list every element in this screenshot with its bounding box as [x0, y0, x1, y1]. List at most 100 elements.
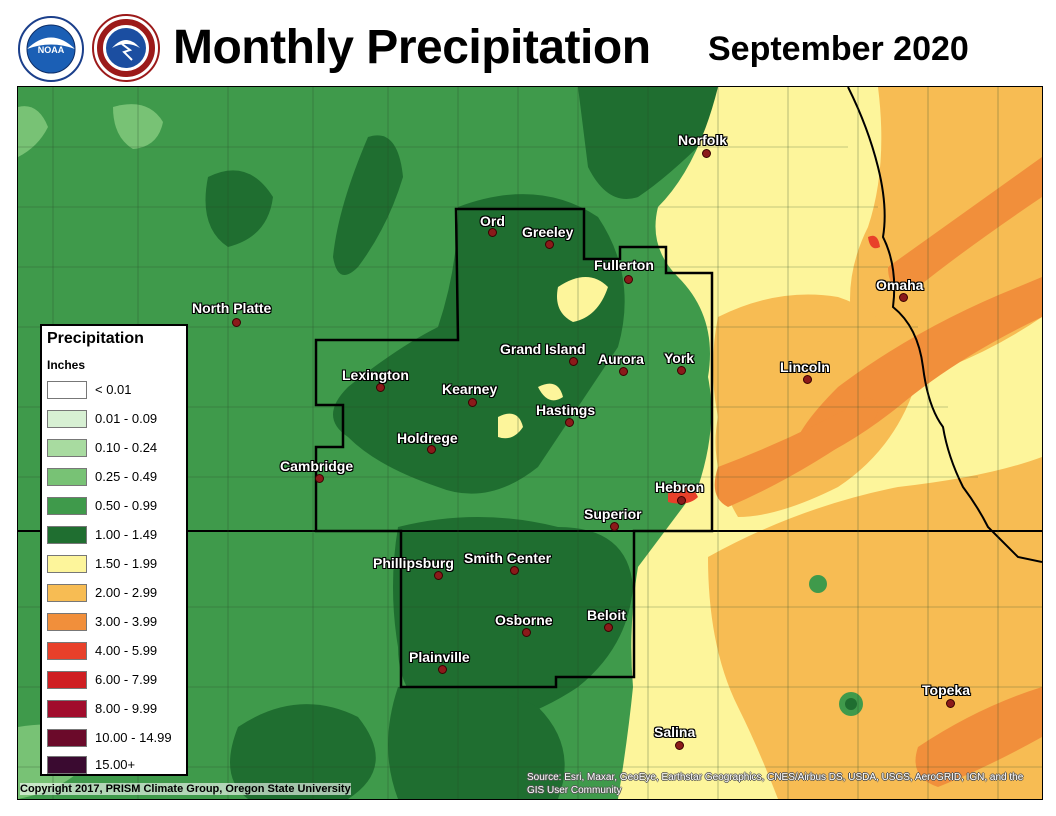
legend-item: 6.00 - 7.99: [47, 671, 187, 689]
legend-label: 2.00 - 2.99: [95, 585, 158, 600]
page-subtitle: September 2020: [708, 30, 969, 68]
city-label-kearney: Kearney: [442, 381, 498, 397]
legend-label: 0.10 - 0.24: [95, 440, 158, 455]
legend-item: 0.50 - 0.99: [47, 497, 187, 515]
city-label-omaha: Omaha: [876, 277, 924, 293]
legend-item: 4.00 - 5.99: [47, 642, 187, 660]
light-green-region: [18, 106, 48, 157]
city-label-grand-island: Grand Island: [500, 341, 586, 357]
legend-swatch: [47, 613, 87, 631]
noaa-logo: NOAA: [18, 16, 84, 82]
legend-item: 1.50 - 1.99: [47, 555, 187, 573]
city-label-aurora: Aurora: [598, 351, 644, 367]
legend-item: 15.00+: [47, 756, 187, 774]
map-canvas: [18, 87, 1042, 799]
legend-swatch: [47, 497, 87, 515]
yellow-region: [538, 383, 563, 401]
dark-green-region: [205, 170, 273, 247]
dark-green-region: [333, 135, 403, 275]
legend-label: 8.00 - 9.99: [95, 701, 158, 716]
orange-region: [708, 457, 1042, 799]
city-label-lincoln: Lincoln: [780, 359, 830, 375]
legend-item: 0.10 - 0.24: [47, 439, 187, 457]
orange-dark-region: [888, 157, 1042, 290]
nws-logo: [92, 14, 160, 82]
legend-item: 10.00 - 14.99: [47, 729, 187, 747]
green-spot: [809, 575, 827, 593]
city-dot-topeka: [946, 699, 955, 708]
legend-item: 1.00 - 1.49: [47, 526, 187, 544]
city-label-topeka: Topeka: [922, 682, 970, 698]
city-label-salina: Salina: [654, 724, 696, 740]
orange-dark-region: [714, 397, 878, 507]
city-dot-osborne: [522, 628, 531, 637]
legend-label: 3.00 - 3.99: [95, 614, 158, 629]
legend-label: 10.00 - 14.99: [95, 730, 172, 745]
city-dot-omaha: [899, 293, 908, 302]
legend-swatch: [47, 642, 87, 660]
legend-label: 6.00 - 7.99: [95, 672, 158, 687]
legend-item: 2.00 - 2.99: [47, 584, 187, 602]
yellow-region: [498, 413, 523, 439]
dark-green-region: [230, 704, 376, 799]
legend-item: 0.01 - 0.09: [47, 410, 187, 428]
city-label-holdrege: Holdrege: [397, 430, 458, 446]
legend-swatch: [47, 439, 87, 457]
legend-label: 1.50 - 1.99: [95, 556, 158, 571]
city-label-osborne: Osborne: [495, 612, 553, 628]
legend-label: < 0.01: [95, 382, 132, 397]
cwa-boundary: [314, 207, 714, 689]
legend-units: Inches: [47, 358, 86, 372]
svg-text:NOAA: NOAA: [38, 45, 65, 55]
legend-label: 0.50 - 0.99: [95, 498, 158, 513]
city-label-york: York: [664, 350, 695, 366]
legend-swatch: [47, 729, 87, 747]
header: NOAA Monthly Precipitation September 202…: [0, 0, 1056, 86]
city-label-smith-center: Smith Center: [464, 550, 552, 566]
city-label-phillipsburg: Phillipsburg: [373, 555, 454, 571]
legend-swatch: [47, 671, 87, 689]
city-label-north-platte: North Platte: [192, 300, 272, 316]
legend-label: 1.00 - 1.49: [95, 527, 158, 542]
city-label-beloit: Beloit: [587, 607, 626, 623]
legend-item: 0.25 - 0.49: [47, 468, 187, 486]
red-region: [668, 483, 698, 504]
city-dot-plainville: [438, 665, 447, 674]
orange-dark-region: [915, 687, 1042, 787]
legend-swatch: [47, 410, 87, 428]
city-dot-hastings: [565, 418, 574, 427]
city-dot-norfolk: [702, 149, 711, 158]
legend-title: Precipitation: [47, 330, 144, 347]
city-dot-north-platte: [232, 318, 241, 327]
city-dot-phillipsburg: [434, 571, 443, 580]
legend-label: 15.00+: [95, 757, 136, 772]
city-dot-beloit: [604, 623, 613, 632]
legend-item: 3.00 - 3.99: [47, 613, 187, 631]
city-label-hastings: Hastings: [536, 402, 596, 418]
dark-green-region: [388, 684, 565, 799]
city-dot-lincoln: [803, 375, 812, 384]
legend-item: < 0.01: [47, 381, 187, 399]
precipitation-map: Norfolk Ord Greeley Fullerton Omaha Nort…: [17, 86, 1043, 800]
city-label-ord: Ord: [480, 213, 505, 229]
city-dot-lexington: [376, 383, 385, 392]
city-dot-smith-center: [510, 566, 519, 575]
city-dot-grand-island: [569, 357, 578, 366]
city-label-plainville: Plainville: [409, 649, 470, 665]
red-region: [868, 235, 880, 249]
city-label-greeley: Greeley: [522, 224, 574, 240]
legend-swatch: [47, 381, 87, 399]
copyright-text: Copyright 2017, PRISM Climate Group, Ore…: [20, 783, 351, 795]
city-label-fullerton: Fullerton: [594, 257, 654, 273]
city-label-cambridge: Cambridge: [280, 458, 354, 474]
city-label-superior: Superior: [584, 506, 642, 522]
city-dot-fullerton: [624, 275, 633, 284]
legend-swatch: [47, 555, 87, 573]
state-border: [847, 87, 1042, 563]
city-dot-hebron: [677, 496, 686, 505]
dark-green-region: [333, 194, 625, 494]
city-dot-york: [677, 366, 686, 375]
city-dot-ord: [488, 228, 497, 237]
city-dot-aurora: [619, 367, 628, 376]
yellow-region: [557, 277, 608, 322]
